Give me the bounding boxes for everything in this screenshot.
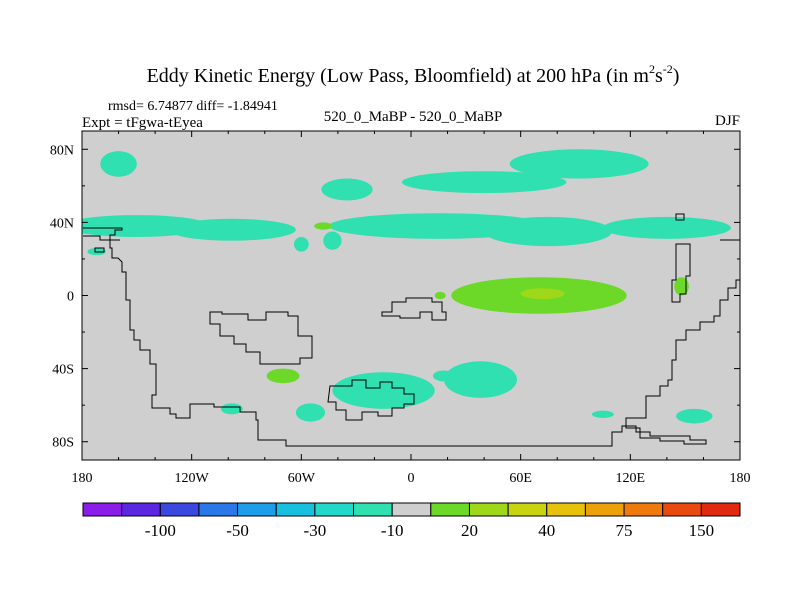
colorbar-box-7 <box>353 502 393 517</box>
coastline-east-arc <box>671 243 691 303</box>
anomaly-region-5 <box>484 216 613 247</box>
y-tick-label-0: 80N <box>50 143 74 158</box>
colorbar-box-15 <box>662 502 702 517</box>
anomaly-region-22 <box>434 291 446 300</box>
anomaly-region-20 <box>266 368 300 384</box>
anomaly-region-16 <box>676 408 713 424</box>
coastlines <box>83 213 740 447</box>
colorbar-box-11 <box>507 502 548 517</box>
anomaly-region-10 <box>323 231 342 250</box>
x-tick-label-6: 180 <box>730 471 751 486</box>
anomaly-region-8 <box>509 149 649 179</box>
stats-label: rmsd= 6.74877 diff= -1.84941 <box>108 99 278 114</box>
x-tick-label-1: 120W <box>175 471 210 486</box>
anomaly-region-6 <box>602 216 731 239</box>
y-tick-label-1: 40N <box>50 216 74 231</box>
colorbar-box-6 <box>314 502 355 517</box>
anomaly-region-17 <box>591 410 614 418</box>
x-tick-label-3: 0 <box>408 471 415 486</box>
x-tick-label-2: 60W <box>288 471 316 486</box>
colorbar-box-1 <box>121 502 161 517</box>
y-tick-label-4: 80S <box>52 436 74 451</box>
colorbar-label-5: 40 <box>538 521 555 540</box>
anomaly-region-2 <box>167 218 296 241</box>
colorbar-box-12 <box>546 502 586 517</box>
colorbar-label-2: -30 <box>304 521 327 540</box>
x-tick-label-5: 120E <box>616 471 646 486</box>
anomaly-region-18 <box>432 370 455 382</box>
coastline-east-islet <box>675 213 685 221</box>
anomaly-region-13 <box>443 361 518 398</box>
colorbar-box-5 <box>275 502 316 517</box>
coastline-equatorial-ridge <box>381 297 447 321</box>
axes: 180 120W 60W 0 60E 120E 180 80N 40N 0 40S 80S <box>50 131 751 486</box>
colorbar-label-7: 150 <box>689 521 715 540</box>
colorbar: -100 -50 -30 -10 20 40 75 150 <box>82 502 741 540</box>
anomaly-region-12 <box>332 372 435 409</box>
colorbar-label-6: 75 <box>616 521 633 540</box>
anomaly-region-3 <box>321 178 373 201</box>
colorbar-box-0 <box>82 502 123 517</box>
colorbar-label-1: -50 <box>226 521 249 540</box>
x-tick-label-0: 180 <box>72 471 93 486</box>
anomaly-region-24 <box>520 288 565 300</box>
coastline-mid-atlantic <box>209 311 313 365</box>
coastline-north-land <box>83 235 120 241</box>
anomaly-region-23 <box>314 222 333 230</box>
coastline-south-block <box>327 379 415 421</box>
anomaly-region-0 <box>100 151 137 177</box>
colorbar-box-13 <box>584 502 625 517</box>
anomaly-region-15 <box>220 403 243 415</box>
season-label: DJF <box>715 113 740 129</box>
anomaly-regions <box>82 149 731 424</box>
experiment-label: Expt = tFgwa-tEyea <box>82 115 203 131</box>
colorbar-box-10 <box>468 502 509 517</box>
anomaly-region-7 <box>401 171 567 194</box>
colorbar-label-0: -100 <box>145 521 176 540</box>
colorbar-box-9 <box>430 502 470 517</box>
coastline-west-island <box>94 247 105 253</box>
chart-title: Eddy Kinetic Energy (Low Pass, Bloomfiel… <box>147 62 680 87</box>
colorbar-box-3 <box>198 502 239 517</box>
anomaly-region-14 <box>295 403 326 422</box>
x-tick-label-4: 60E <box>509 471 532 486</box>
center-label: 520_0_MaBP - 520_0_MaBP <box>324 109 503 125</box>
map-area <box>82 131 740 460</box>
colorbar-box-4 <box>237 502 277 517</box>
colorbar-label-4: 20 <box>461 521 478 540</box>
coastline-continent-west <box>83 227 740 447</box>
colorbar-box-16 <box>700 502 741 517</box>
colorbar-box-14 <box>623 502 664 517</box>
anomaly-region-9 <box>294 237 309 252</box>
y-tick-label-2: 0 <box>67 290 74 305</box>
colorbar-box-8 <box>391 502 432 517</box>
anomaly-region-21 <box>674 277 689 296</box>
colorbar-label-3: -10 <box>381 521 404 540</box>
y-tick-label-3: 40S <box>52 363 74 378</box>
colorbar-box-2 <box>159 502 200 517</box>
